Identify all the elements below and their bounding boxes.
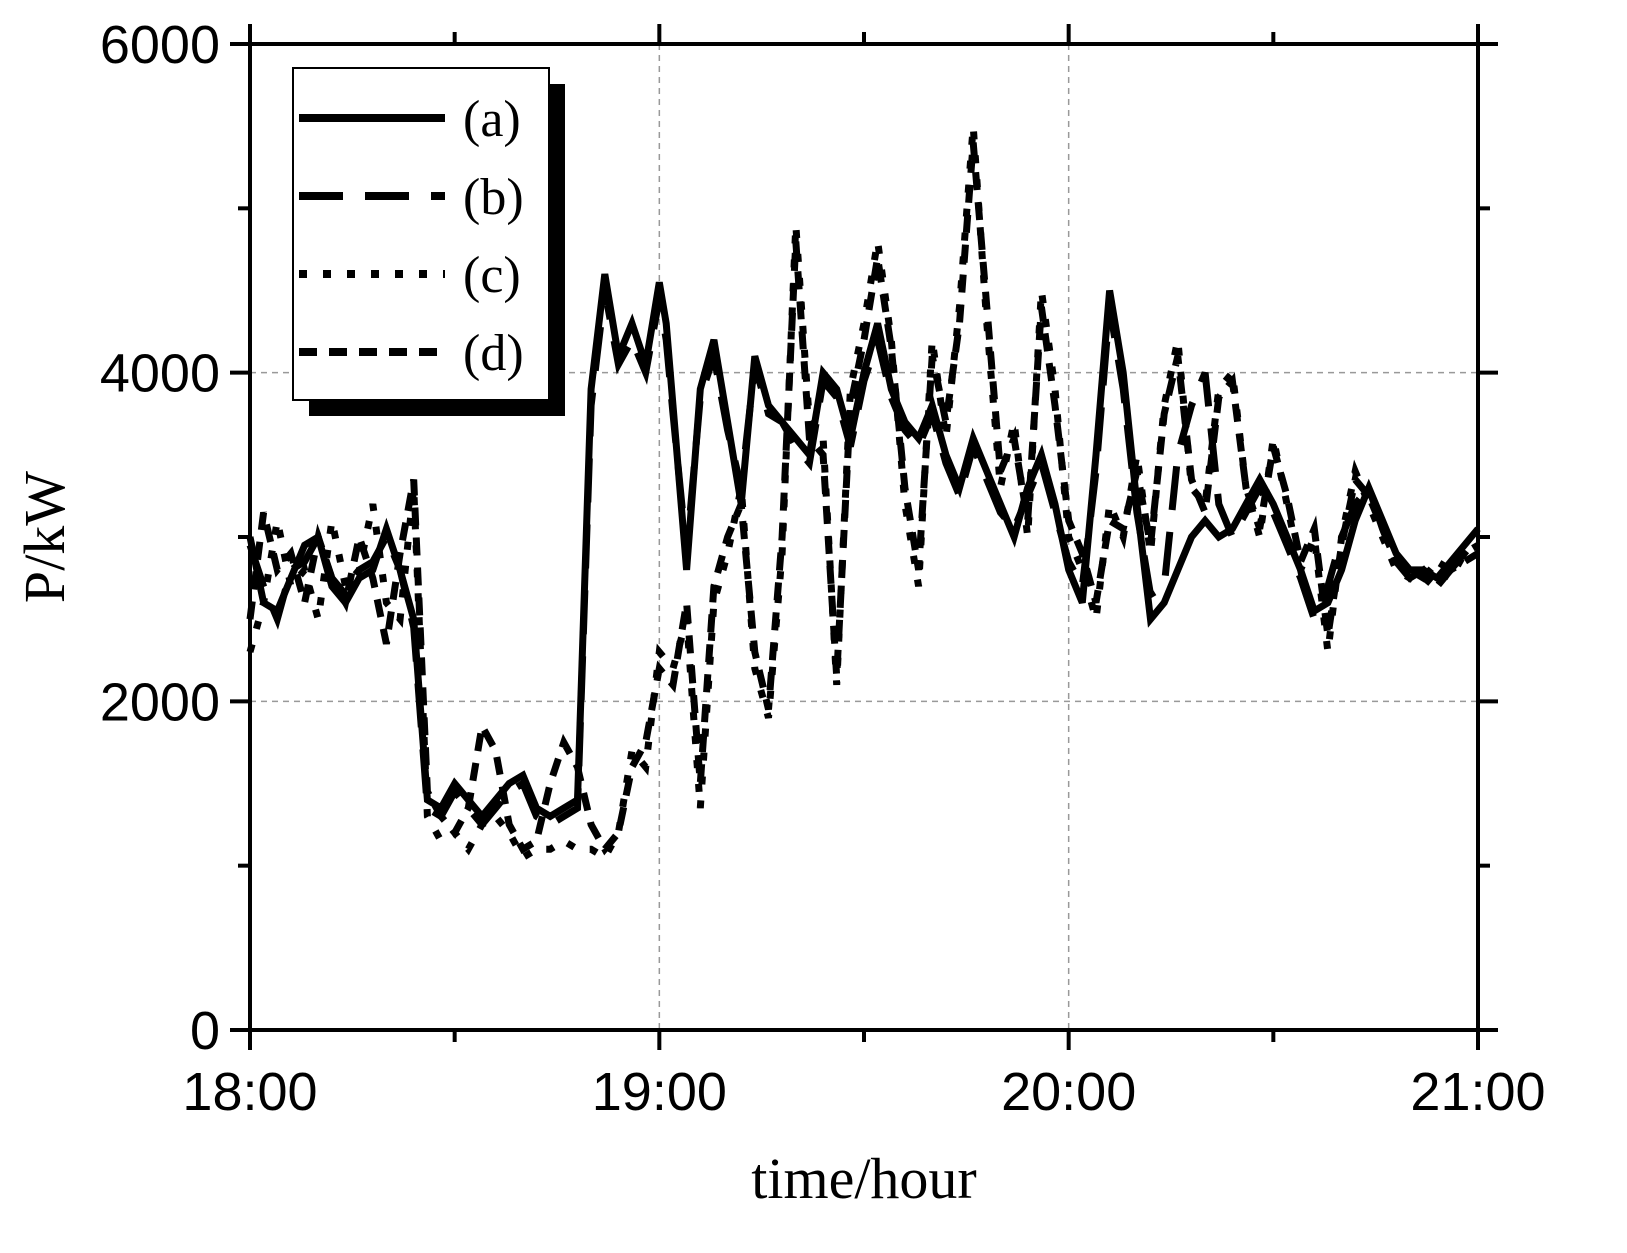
- series-line-d: [246, 142, 1480, 856]
- x-axis-title: time/hour: [751, 1146, 977, 1211]
- x-tick-labels: 18:00 19:00 20:00 21:00: [182, 1062, 1545, 1122]
- x-tick-label: 21:00: [1410, 1062, 1545, 1122]
- legend-label-c: (c): [463, 247, 521, 304]
- y-tick-label: 2000: [100, 672, 220, 732]
- y-tick-label: 4000: [100, 344, 220, 404]
- series-line-b: [246, 289, 1481, 831]
- legend-box: [292, 67, 550, 401]
- axis-ticks: [230, 24, 1498, 1050]
- legend-label-b: (b): [463, 169, 524, 226]
- y-tick-labels: 0 2000 4000 6000: [100, 15, 220, 1061]
- y-tick-label: 6000: [100, 15, 220, 75]
- x-tick-label: 20:00: [1001, 1062, 1136, 1122]
- legend-label-d: (d): [463, 325, 524, 382]
- series-lines: [246, 125, 1481, 863]
- legend-label-a: (a): [463, 91, 521, 148]
- x-tick-label: 19:00: [592, 1062, 727, 1122]
- y-axis-title: P/kW: [12, 471, 77, 603]
- grid-lines: [250, 44, 1478, 1030]
- x-tick-label: 18:00: [182, 1062, 317, 1122]
- y-tick-label: 0: [190, 1001, 220, 1061]
- legend: (a) (b) (c) (d): [292, 67, 565, 416]
